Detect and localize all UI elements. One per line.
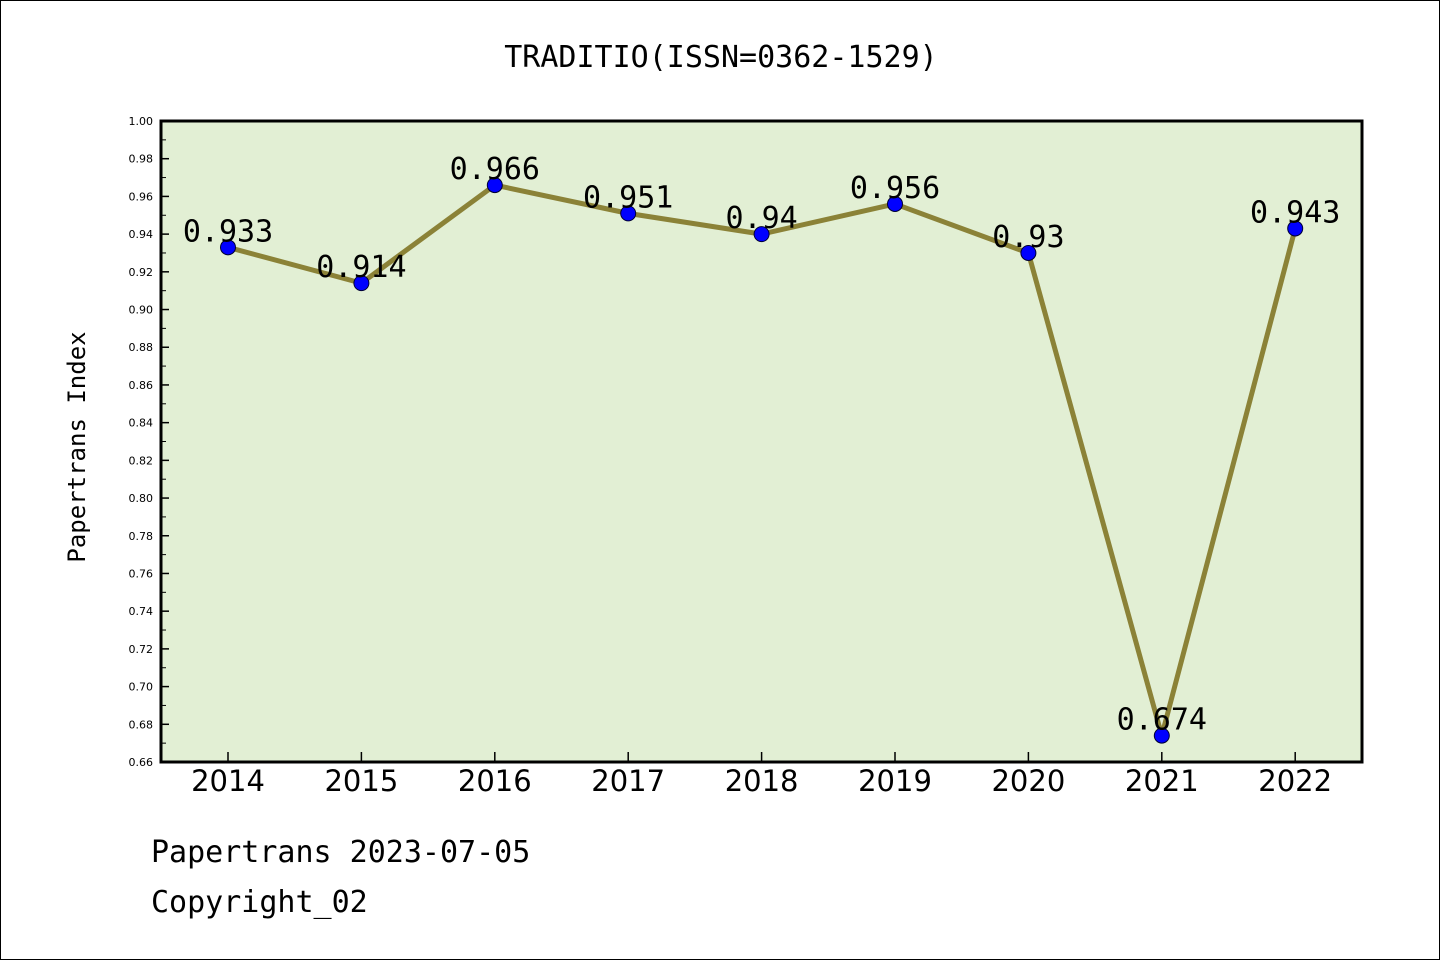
data-point-marker: [486, 177, 503, 194]
data-point-label: 0.94: [725, 201, 797, 236]
y-tick-label: 0.74: [129, 605, 154, 618]
y-tick-label: 0.94: [129, 228, 154, 241]
data-point-marker: [220, 239, 236, 256]
x-tick-label: 2017: [591, 764, 665, 798]
y-tick-label: 0.76: [129, 567, 154, 580]
data-point-label: 0.914: [316, 250, 406, 285]
y-tick-label: 0.80: [129, 492, 154, 505]
y-tick-label: 0.82: [129, 454, 154, 467]
data-point-marker: [353, 275, 370, 292]
footer-copyright-text: Copyright_02: [151, 885, 368, 920]
data-point-label: 0.966: [450, 152, 540, 187]
y-tick-label: 0.96: [129, 190, 154, 203]
y-tick-label: 0.86: [129, 379, 154, 392]
data-point-marker: [1153, 727, 1170, 744]
data-point-label: 0.943: [1250, 195, 1340, 230]
y-tick-label: 0.70: [129, 681, 154, 694]
y-tick-label: 0.72: [129, 643, 154, 656]
x-tick-label: 2018: [725, 764, 799, 798]
plot-border: [159, 119, 1364, 764]
y-tick-label: 0.68: [129, 718, 154, 731]
x-tick-label: 2020: [991, 764, 1065, 798]
data-point-marker: [1020, 244, 1037, 261]
data-point-marker: [753, 226, 770, 243]
y-tick-label: 0.98: [129, 153, 154, 166]
data-point-marker: [1287, 220, 1304, 237]
x-tick-label: 2015: [324, 764, 398, 798]
chart-title: TRADITIO(ISSN=0362-1529): [504, 40, 937, 75]
y-tick-label: 0.92: [129, 266, 154, 279]
data-point-label: 0.674: [1117, 703, 1207, 738]
y-tick-label: 0.66: [129, 756, 154, 769]
data-point-label: 0.93: [992, 220, 1064, 255]
data-point-label: 0.956: [850, 171, 940, 206]
x-tick-label: 2021: [1125, 764, 1199, 798]
x-tick-label: 2014: [191, 764, 265, 798]
data-point-marker: [620, 205, 637, 222]
y-axis-label: Papertrans Index: [63, 331, 91, 562]
x-tick-label: 2016: [458, 764, 532, 798]
y-tick-label: 0.78: [129, 530, 154, 543]
footer-date-text: Papertrans 2023-07-05: [151, 835, 531, 870]
x-tick-label: 2019: [858, 764, 932, 798]
y-tick-label: 0.88: [129, 341, 154, 354]
y-tick-label: 1.00: [129, 115, 154, 128]
data-point-label: 0.933: [183, 214, 273, 249]
x-tick-label: 2022: [1258, 764, 1332, 798]
y-tick-label: 0.84: [129, 417, 154, 430]
y-tick-label: 0.90: [129, 304, 154, 317]
data-point-label: 0.951: [583, 180, 673, 215]
data-point-marker: [887, 195, 903, 212]
